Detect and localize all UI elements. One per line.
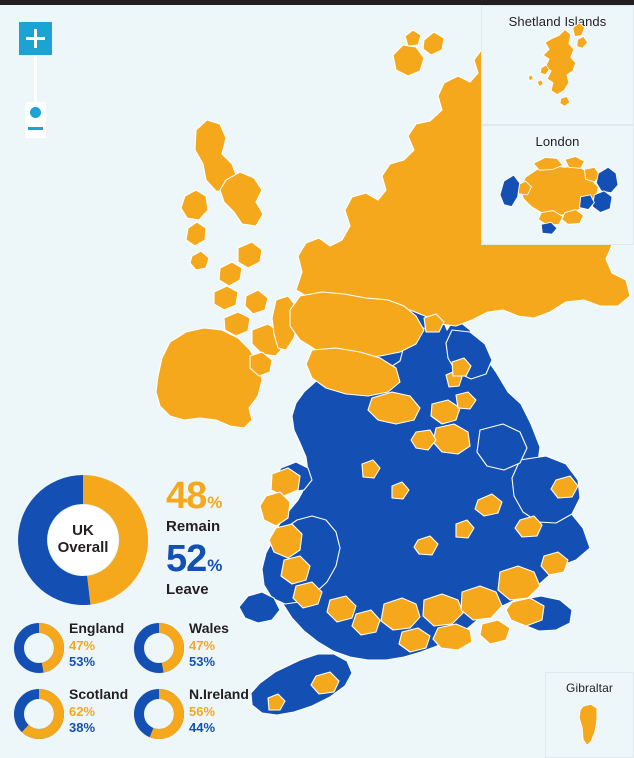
zoom-slider-handle[interactable] — [25, 102, 46, 123]
northern-ireland-donut-hole — [147, 699, 171, 723]
region-card-wales[interactable]: Wales 47% 53% — [134, 620, 252, 682]
map-zoom-control[interactable] — [19, 22, 59, 142]
scotland-donut-hole — [27, 699, 51, 723]
region-name: England — [69, 620, 125, 636]
remain-label: Remain — [166, 518, 221, 535]
region-card-scotland[interactable]: Scotland 62% 38% — [14, 686, 132, 748]
leave-percent-value: 52 — [166, 538, 207, 580]
remain-figure: 48% Remain — [166, 477, 222, 535]
region-name: Wales — [189, 620, 229, 636]
inset-panel-london[interactable]: London — [481, 125, 634, 245]
uk-overall-result-block: UK Overall 48% Remain 52% Leave — [14, 471, 264, 611]
region-remain-pct: 47% — [189, 637, 216, 653]
shetland-islands-map[interactable] — [482, 6, 633, 124]
scotland-text: Scotland 62% 38% — [69, 686, 128, 737]
inset-title-london: London — [535, 134, 580, 149]
region-remain-pct: 62% — [69, 703, 96, 719]
region-card-northern-ireland[interactable]: N.Ireland 56% 44% — [134, 686, 252, 748]
leave-figure: 52% Leave — [166, 540, 222, 598]
region-leave-pct: 53% — [189, 654, 216, 670]
inset-panel-shetland[interactable]: Shetland Islands — [481, 5, 634, 125]
inset-panel-gibraltar[interactable]: Gibraltar — [545, 672, 634, 758]
northern-ireland-text: N.Ireland 56% 44% — [189, 686, 249, 737]
region-remain-pct: 56% — [189, 703, 216, 719]
leave-percent-sign: % — [207, 556, 223, 575]
england-text: England 47% 53% — [69, 620, 124, 671]
england-donut-chart — [14, 623, 64, 673]
top-divider-bar — [0, 0, 634, 5]
england-donut-hole — [27, 633, 51, 657]
donut-center-line1: UK — [72, 522, 94, 540]
regional-breakdown-list: England 47% 53% Wales 47% 53% — [14, 620, 254, 752]
gibraltar-map[interactable] — [546, 673, 633, 757]
region-remain-pct: 47% — [69, 637, 96, 653]
wales-donut-chart — [134, 623, 184, 673]
donut-center-line2: Overall — [57, 539, 109, 556]
uk-overall-donut-chart[interactable] — [14, 471, 152, 609]
donut-slice-leave — [18, 475, 91, 605]
remain-percent-sign: % — [207, 493, 223, 512]
donut-center-label: UK Overall — [48, 505, 118, 575]
region-name: N.Ireland — [189, 686, 249, 702]
zoom-slider-track[interactable] — [34, 56, 37, 129]
remain-percent-value: 48 — [166, 475, 207, 517]
region-leave-pct: 38% — [69, 720, 96, 736]
region-name: Scotland — [69, 686, 129, 702]
donut-slice-remain — [83, 475, 149, 605]
region-card-england[interactable]: England 47% 53% — [14, 620, 132, 682]
london-boroughs-map[interactable] — [482, 126, 633, 244]
leave-label: Leave — [166, 581, 209, 598]
zoom-handle-dot — [30, 107, 41, 118]
region-leave-pct: 53% — [69, 654, 96, 670]
zoom-in-button[interactable] — [19, 22, 52, 55]
wales-text: Wales 47% 53% — [189, 620, 229, 671]
wales-donut-hole — [147, 633, 171, 657]
zoom-out-button[interactable] — [25, 121, 46, 138]
scotland-donut-chart — [14, 689, 64, 739]
inset-title-gibraltar: Gibraltar — [566, 681, 613, 695]
northern-ireland-donut-chart — [134, 689, 184, 739]
region-leave-pct: 44% — [189, 720, 216, 736]
